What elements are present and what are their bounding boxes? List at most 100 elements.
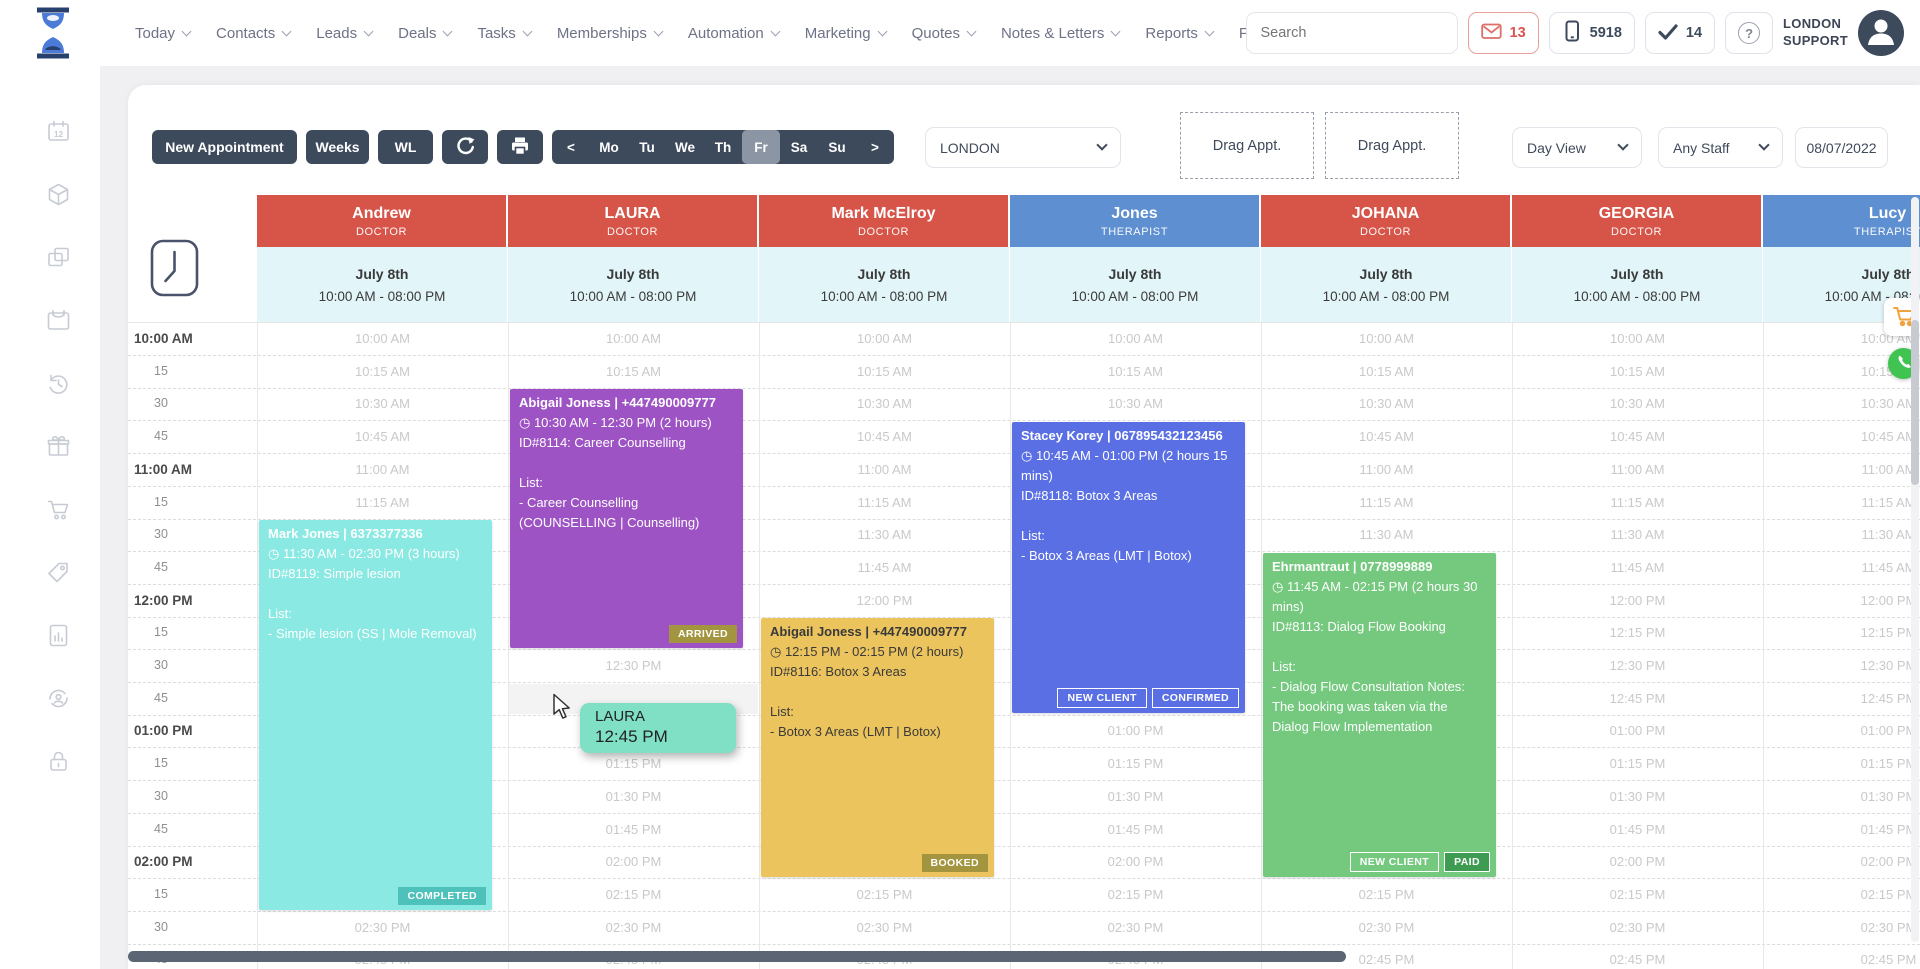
slot-lucy-11-30-am[interactable]: 11:30 AM [1861,527,1916,543]
slot-johana-11-30-am[interactable]: 11:30 AM [1359,527,1414,543]
slot-lucy-02-45-pm[interactable]: 02:45 PM [1860,952,1917,968]
slot-lucy-11-15-am[interactable]: 11:15 AM [1861,494,1916,510]
slot-georgia-12-00-pm[interactable]: 12:00 PM [1609,592,1666,608]
view-select[interactable]: Day View [1512,127,1642,168]
phone-badge-button[interactable]: 5918 [1548,12,1635,54]
lock-icon[interactable] [36,748,80,775]
tasks-badge-button[interactable]: 14 [1644,12,1716,54]
appointment-stacey-korey[interactable]: Stacey Korey | 067895432123456 ◷ 10:45 AM… [1012,422,1245,714]
gift-icon[interactable] [36,433,80,460]
slot-jones-02-00-pm[interactable]: 02:00 PM [1107,854,1164,870]
slot-jones-10-00-am[interactable]: 10:00 AM [1108,331,1163,346]
slot-mark-mcelroy-02-15-pm[interactable]: 02:15 PM [856,886,913,902]
slot-johana-11-15-am[interactable]: 11:15 AM [1359,494,1414,510]
mail-badge-button[interactable]: 13 [1467,12,1539,54]
slot-johana-11-00-am[interactable]: 11:00 AM [1359,461,1414,477]
slot-laura-02-30-pm[interactable]: 02:30 PM [605,919,662,935]
slot-johana-10-30-am[interactable]: 10:30 AM [1359,396,1414,412]
nav-item-marketing[interactable]: Marketing [805,25,888,42]
column-header-lucy[interactable]: Lucy THERAPIST [1763,195,1920,247]
refresh-button[interactable] [442,130,488,164]
slot-jones-01-00-pm[interactable]: 01:00 PM [1107,723,1164,739]
help-button[interactable]: ? [1725,12,1774,54]
cart-icon[interactable] [36,496,80,523]
calendar-icon[interactable]: 12 [36,118,80,145]
slot-lucy-02-00-pm[interactable]: 02:00 PM [1860,854,1917,870]
slot-johana-10-00-am[interactable]: 10:00 AM [1359,331,1414,346]
slot-lucy-10-30-am[interactable]: 10:30 AM [1861,396,1916,412]
appointment-abigail-joness[interactable]: Abigail Joness | +447490009777 ◷ 10:30 AM… [510,389,743,648]
slot-lucy-11-00-am[interactable]: 11:00 AM [1861,461,1916,477]
nav-item-reports[interactable]: Reports [1145,25,1215,42]
date-picker[interactable]: 08/07/2022 [1795,127,1888,168]
search-input[interactable] [1246,25,1457,41]
account-icon[interactable] [36,685,80,712]
slot-mark-mcelroy-11-15-am[interactable]: 11:15 AM [857,494,912,510]
slot-lucy-12-30-pm[interactable]: 12:30 PM [1860,658,1917,673]
slot-andrew-11-15-am[interactable]: 11:15 AM [355,494,410,510]
slot-lucy-10-45-am[interactable]: 10:45 AM [1861,429,1916,445]
slot-georgia-12-45-pm[interactable]: 12:45 PM [1609,690,1666,706]
staff-select[interactable]: Any Staff [1658,127,1783,168]
tag-icon[interactable] [36,559,80,586]
slot-mark-mcelroy-10-15-am[interactable]: 10:15 AM [857,363,912,379]
day-nav-mo[interactable]: Mo [599,139,619,155]
booking-icon[interactable] [36,307,80,334]
slot-georgia-10-15-am[interactable]: 10:15 AM [1610,363,1665,379]
column-header-jones[interactable]: Jones THERAPIST [1010,195,1261,247]
slot-lucy-11-45-am[interactable]: 11:45 AM [1861,559,1916,575]
slot-georgia-01-00-pm[interactable]: 01:00 PM [1609,723,1666,739]
appointment-abigail-joness[interactable]: Abigail Joness | +447490009777 ◷ 12:15 PM… [761,618,994,877]
day-nav-th[interactable]: Th [714,139,732,155]
slot-georgia-02-00-pm[interactable]: 02:00 PM [1609,854,1666,870]
weeks-button[interactable]: Weeks [306,130,369,164]
slot-laura-01-45-pm[interactable]: 01:45 PM [605,821,662,837]
slot-jones-02-30-pm[interactable]: 02:30 PM [1107,919,1164,935]
slot-andrew-10-00-am[interactable]: 10:00 AM [355,331,410,346]
column-header-johana[interactable]: JOHANA DOCTOR [1261,195,1512,247]
day-nav-we[interactable]: We [674,139,695,155]
slot-georgia-11-30-am[interactable]: 11:30 AM [1610,527,1665,543]
slot-lucy-12-15-pm[interactable]: 12:15 PM [1860,625,1917,641]
slot-mark-mcelroy-10-45-am[interactable]: 10:45 AM [857,429,912,445]
slot-johana-10-45-am[interactable]: 10:45 AM [1359,429,1414,445]
nav-item-notes-letters[interactable]: Notes & Letters [1001,25,1121,42]
slot-mark-mcelroy-10-00-am[interactable]: 10:00 AM [857,331,912,346]
slot-georgia-10-45-am[interactable]: 10:45 AM [1610,429,1665,445]
slot-mark-mcelroy-10-30-am[interactable]: 10:30 AM [857,396,912,412]
slot-mark-mcelroy-12-00-pm[interactable]: 12:00 PM [856,592,913,608]
vertical-scrollbar-thumb[interactable] [1911,320,1919,485]
nav-item-leads[interactable]: Leads [316,25,374,42]
drag-appointment-slot-1[interactable]: Drag Appt. [1180,112,1314,179]
slot-johana-02-15-pm[interactable]: 02:15 PM [1358,886,1415,902]
slot-laura-02-00-pm[interactable]: 02:00 PM [605,854,662,870]
day-nav-next[interactable]: > [871,139,879,155]
slot-lucy-12-45-pm[interactable]: 12:45 PM [1860,690,1917,706]
slot-johana-10-15-am[interactable]: 10:15 AM [1359,363,1414,379]
package-icon[interactable] [36,181,80,208]
slot-lucy-02-15-pm[interactable]: 02:15 PM [1860,886,1917,902]
column-header-georgia[interactable]: GEORGIA DOCTOR [1512,195,1763,247]
slot-georgia-11-00-am[interactable]: 11:00 AM [1610,461,1665,477]
drag-appointment-slot-2[interactable]: Drag Appt. [1325,112,1459,179]
day-nav-prev[interactable]: < [567,139,575,155]
horizontal-scrollbar[interactable] [128,951,1346,962]
slot-lucy-01-15-pm[interactable]: 01:15 PM [1860,756,1917,772]
slot-jones-01-30-pm[interactable]: 01:30 PM [1107,788,1164,804]
app-logo[interactable] [30,7,76,64]
slot-georgia-12-15-pm[interactable]: 12:15 PM [1609,625,1666,641]
slot-mark-mcelroy-11-30-am[interactable]: 11:30 AM [857,527,912,543]
slot-laura-10-15-am[interactable]: 10:15 AM [606,363,661,379]
slot-jones-10-30-am[interactable]: 10:30 AM [1108,396,1163,412]
slot-andrew-10-30-am[interactable]: 10:30 AM [355,396,410,412]
column-header-mark-mcelroy[interactable]: Mark McElroy DOCTOR [759,195,1010,247]
slot-andrew-10-15-am[interactable]: 10:15 AM [355,363,410,379]
slot-lucy-02-30-pm[interactable]: 02:30 PM [1860,919,1917,935]
slot-lucy-12-00-pm[interactable]: 12:00 PM [1860,592,1917,608]
nav-item-contacts[interactable]: Contacts [216,25,292,42]
slot-jones-01-45-pm[interactable]: 01:45 PM [1107,821,1164,837]
slot-georgia-10-30-am[interactable]: 10:30 AM [1610,396,1665,412]
slot-mark-mcelroy-11-00-am[interactable]: 11:00 AM [857,461,912,477]
slot-andrew-10-45-am[interactable]: 10:45 AM [355,429,410,445]
history-icon[interactable] [36,370,80,397]
